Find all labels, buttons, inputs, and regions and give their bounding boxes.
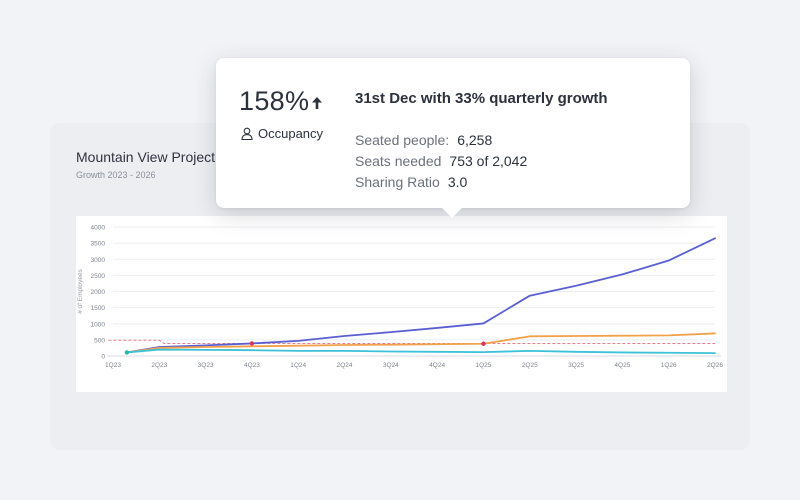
y-axis-label: # of Employees [77,268,84,314]
stat-value: 753 of 2,042 [449,153,528,169]
x-tick-label: 4Q23 [244,362,260,369]
stat-seated-people: Seated people: 6,258 [355,130,527,151]
data-point-marker [481,341,486,346]
stat-value: 6,258 [457,132,493,148]
y-tick-label: 4000 [91,225,106,232]
stat-seats-needed: Seats needed 753 of 2,042 [355,151,527,172]
x-tick-label: 3Q24 [383,362,399,369]
occupancy-label: Occupancy [258,126,324,141]
stat-value: 3.0 [447,174,468,190]
series-line-teal [125,348,716,354]
x-tick-label: 2Q25 [522,362,538,369]
stat-label: Seated people: [355,132,450,148]
x-tick-label: 1Q24 [290,362,306,369]
chart-svg[interactable]: 0 500 1000 1500 2000 2500 3000 3500 4000 # of Emp… [76,216,727,392]
y-tick-label: 1000 [91,321,106,328]
series-line-purple [125,237,716,354]
x-tick-label: 3Q25 [568,362,584,369]
card-title: Mountain View Project [76,149,216,165]
reference-line [108,339,715,344]
stat-label: Sharing Ratio [355,174,440,190]
x-tick-label: 2Q23 [151,362,167,369]
series-line-orange [125,332,716,354]
y-tick-label: 3000 [91,257,106,264]
arrow-up-icon [312,97,322,109]
data-point-marker [124,350,130,355]
x-tick-label: 4Q25 [614,362,630,369]
tooltip-headline: 31st Dec with 33% quarterly growth [355,90,608,107]
tooltip-stats: Seated people: 6,258 Seats needed 753 of 2… [355,130,527,193]
x-tick-label: 3Q23 [198,362,214,369]
y-tick-label: 1500 [91,305,106,312]
x-tick-label: 1Q23 [105,362,121,369]
x-tick-label: 4Q24 [429,362,445,369]
y-tick-label: 0 [101,354,105,361]
y-tick-label: 500 [94,337,105,344]
x-tick-label: 2Q24 [337,362,353,369]
occupancy-value: 158% [239,86,310,116]
line-chart[interactable]: 0 500 1000 1500 2000 2500 3000 3500 4000 # of Emp… [76,216,727,392]
y-tick-label: 2000 [91,289,106,296]
chart-tooltip: 158% Occupancy 31st Dec with 33% quarter… [216,58,690,218]
stat-sharing-ratio: Sharing Ratio 3.0 [355,172,527,193]
stat-label: Seats needed [355,153,442,169]
x-tick-label: 1Q26 [661,362,677,369]
data-point-marker [249,341,255,346]
user-icon [241,127,253,140]
x-tick-label: 2Q26 [707,362,723,369]
x-tick-label: 1Q25 [476,362,492,369]
y-tick-label: 3500 [91,241,106,248]
card-subtitle: Growth 2023 - 2026 [76,170,156,180]
y-tick-label: 2500 [91,273,106,280]
